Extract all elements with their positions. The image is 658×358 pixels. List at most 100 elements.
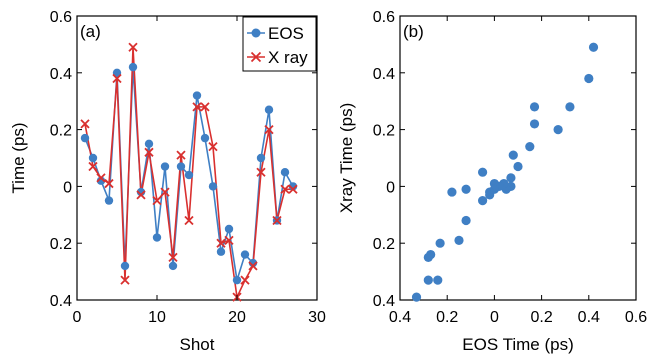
data-point-x-ray: [240, 275, 250, 285]
panel-a-y-axis-label: Time (ps): [9, 122, 28, 193]
panel-a-frame: [76, 15, 318, 301]
panel-0-x-tick-label: 10: [148, 309, 166, 326]
data-point-x-ray: [88, 161, 98, 172]
data-point-eos: [216, 247, 226, 256]
data-point-eos: [192, 91, 202, 100]
scatter-point: [478, 196, 488, 206]
data-point-eos: [248, 258, 258, 268]
scatter-point: [506, 173, 516, 183]
data-point-eos: [200, 133, 210, 143]
data-point-eos: [120, 261, 130, 271]
scatter-point: [513, 161, 523, 172]
panel-0-x-tick-label: 0: [73, 309, 82, 326]
panel-a-shot-time-plot: 0 10 20 30 0.4 0.2 0 0.2 0.4 0.6 (a) Shot Time (p…: [9, 9, 326, 354]
panel-b-scatter-plot: 0.4 0.2 0 0.2 0.4 0.6 0.4 0.2 0 0.2 0.4 0.6 (b) EOS…: [337, 9, 647, 354]
panel-b-marks: [411, 42, 599, 302]
data-point-x-ray: [120, 275, 130, 285]
data-point-x-ray: [272, 215, 282, 226]
data-point-eos: [256, 153, 266, 163]
data-point-eos: [176, 162, 186, 171]
scatter-point: [454, 235, 464, 245]
panel-1-y-tick-label: 0.2: [373, 236, 395, 253]
data-point-eos: [80, 133, 90, 143]
panel-a-ticks: 0 10 20 30 0.4 0.2 0 0.2 0.4 0.6: [50, 9, 326, 326]
legend-xray-label: X ray: [268, 48, 308, 67]
data-point-x-ray: [136, 190, 146, 200]
panel-a-label: (a): [80, 22, 101, 41]
panel-1-y-tick-label: 0: [386, 179, 395, 196]
data-point-x-ray: [224, 235, 234, 245]
panel-1-x-tick-label: 0.4: [578, 309, 600, 326]
panel-a-x-axis-label: Shot: [180, 335, 215, 354]
data-point-eos: [288, 182, 298, 191]
scatter-point: [461, 184, 471, 194]
scatter-point: [508, 150, 518, 160]
data-point-x-ray: [80, 119, 90, 129]
scatter-point: [435, 238, 445, 248]
panel-1-y-tick-label: 0.2: [373, 123, 395, 140]
data-point-x-ray: [216, 238, 226, 248]
scatter-point: [553, 125, 563, 135]
panel-0-y-tick-label: 0.4: [50, 66, 72, 83]
data-point-x-ray: [192, 102, 202, 112]
data-point-x-ray: [112, 73, 122, 84]
data-point-x-ray: [168, 252, 178, 263]
data-point-eos: [280, 168, 290, 177]
panel-1-x-tick-label: 0.4: [389, 309, 411, 326]
data-point-x-ray: [200, 102, 210, 112]
data-point-x-ray: [184, 215, 194, 226]
data-point-eos: [232, 275, 242, 285]
scatter-point: [433, 275, 443, 285]
data-point-eos: [88, 153, 98, 163]
data-point-eos: [104, 196, 114, 205]
data-point-x-ray: [152, 195, 162, 206]
data-point-eos: [152, 233, 162, 242]
panel-1-y-tick-label: 0.4: [373, 293, 395, 310]
panel-0-x-tick-label: 20: [228, 309, 246, 326]
scatter-point: [584, 73, 594, 84]
scatter-point: [478, 167, 488, 177]
panel-1-x-tick-label: 0.6: [625, 309, 647, 326]
legend-eos-marker: [251, 28, 261, 38]
data-point-x-ray: [256, 167, 266, 177]
data-point-x-ray: [288, 184, 298, 194]
data-point-eos: [208, 182, 218, 191]
data-point-x-ray: [104, 178, 114, 189]
data-point-eos: [168, 261, 178, 271]
data-point-x-ray: [208, 142, 218, 152]
scatter-point: [529, 119, 540, 129]
data-point-x-ray: [144, 147, 154, 157]
scatter-point: [447, 187, 457, 197]
data-point-eos: [112, 68, 122, 78]
panel-0-y-tick-label: 0.4: [50, 293, 72, 310]
data-point-eos: [184, 170, 194, 180]
panel-a-legend: EOS X ray: [242, 16, 317, 72]
scatter-point: [485, 190, 495, 200]
panel-0-y-tick-label: 0: [63, 179, 72, 196]
panel-1-x-tick-label: 0: [490, 309, 499, 326]
panel-b-label: (b): [403, 22, 424, 41]
data-point-eos: [240, 250, 250, 259]
data-point-x-ray: [96, 173, 106, 183]
data-point-eos: [264, 105, 274, 114]
panel-0-y-tick-label: 0.2: [50, 123, 72, 140]
scatter-point: [565, 102, 575, 112]
legend-eos-label: EOS: [268, 24, 304, 43]
data-point-x-ray: [280, 184, 290, 194]
scatter-point: [588, 42, 599, 52]
legend-entry-xray: X ray: [247, 48, 308, 67]
panel-b-y-axis-label: Xray Time (ps): [337, 103, 356, 214]
panel-a-marks: [80, 42, 298, 302]
panel-1-y-tick-label: 0.6: [373, 9, 395, 26]
data-point-eos: [136, 187, 146, 197]
panel-1-y-tick-label: 0.4: [373, 66, 395, 83]
data-point-x-ray: [128, 42, 138, 52]
panel-0-x-tick-label: 30: [308, 309, 326, 326]
data-point-eos: [224, 224, 234, 234]
data-point-eos: [160, 162, 170, 171]
legend-xray-marker: [250, 51, 262, 63]
panel-b-frame: [399, 15, 637, 301]
scatter-point: [529, 102, 540, 112]
data-point-x-ray: [248, 261, 258, 271]
